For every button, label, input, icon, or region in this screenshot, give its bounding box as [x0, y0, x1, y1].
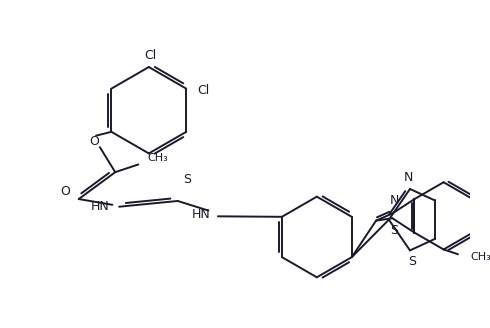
Text: O: O [89, 135, 99, 148]
Text: Cl: Cl [145, 49, 157, 62]
Text: HN: HN [191, 208, 210, 221]
Text: CH₃: CH₃ [470, 252, 490, 262]
Text: S: S [408, 256, 416, 268]
Text: S: S [391, 224, 398, 237]
Text: CH₃: CH₃ [147, 153, 168, 163]
Text: N: N [390, 195, 399, 208]
Text: S: S [183, 173, 191, 186]
Text: N: N [403, 171, 413, 184]
Text: HN: HN [91, 200, 109, 213]
Text: O: O [60, 185, 70, 198]
Text: Cl: Cl [197, 84, 210, 97]
